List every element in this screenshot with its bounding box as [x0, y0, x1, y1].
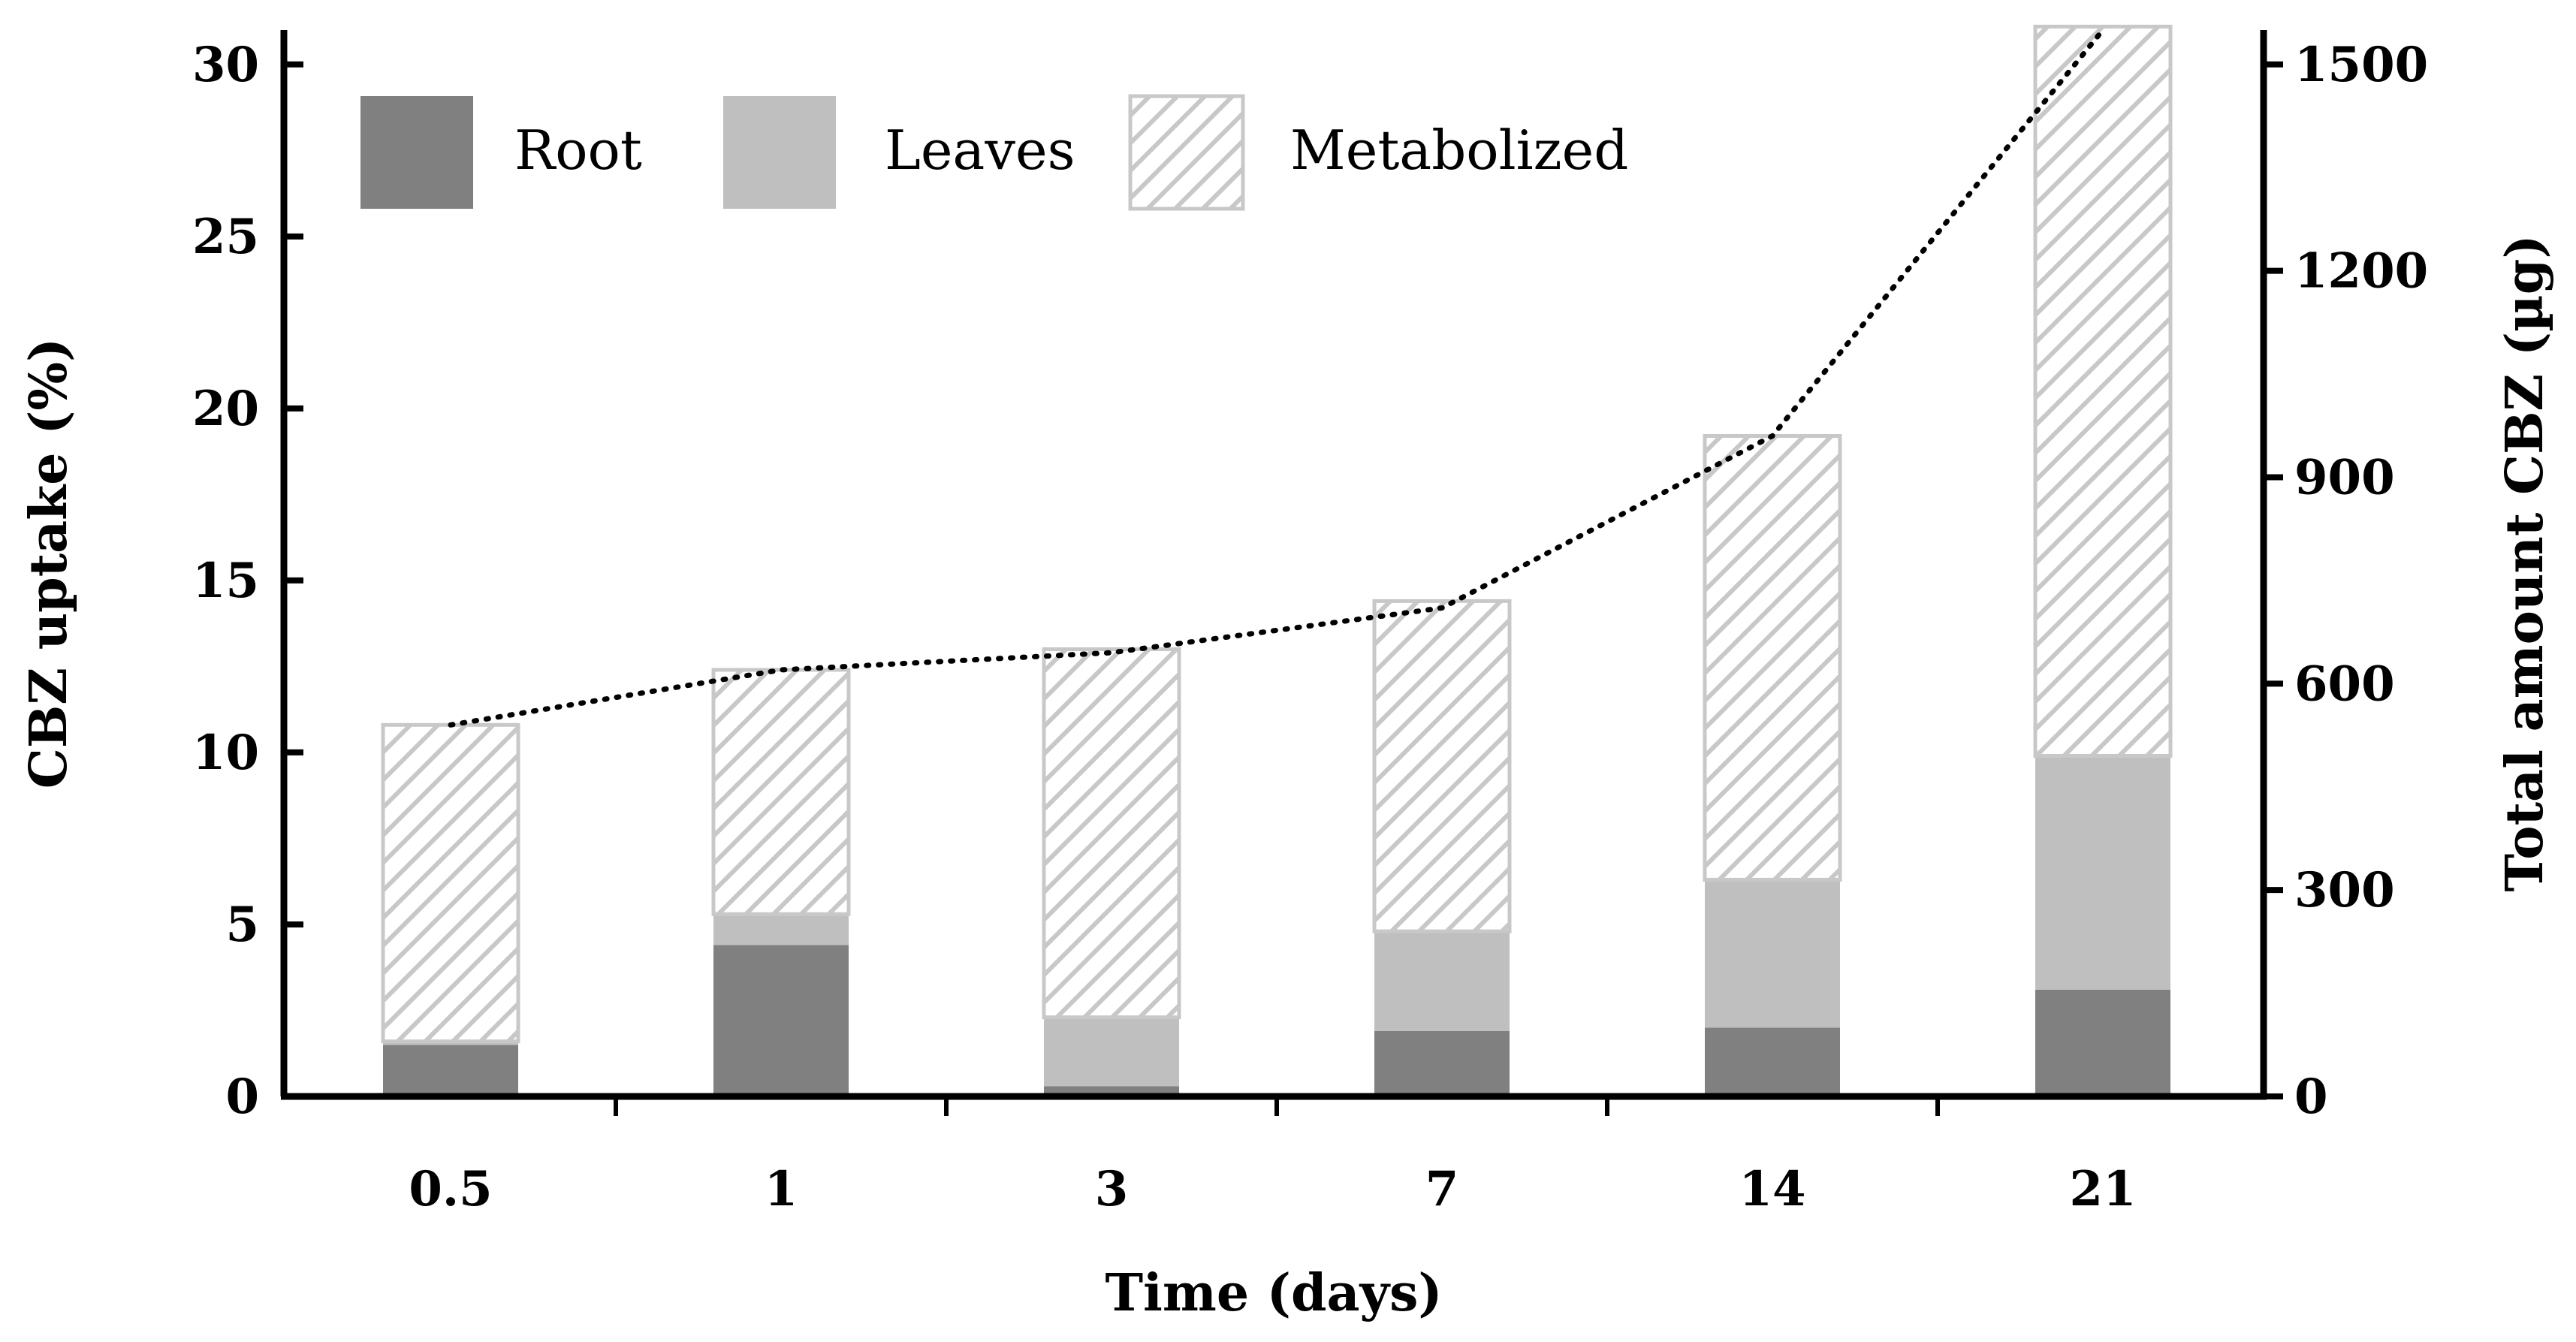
bar-metabolized-21: [2033, 24, 2173, 758]
y2-tick-label: 0: [2294, 1069, 2328, 1125]
x-tick-label: 21: [2069, 1161, 2136, 1217]
total-line-layer: [448, 27, 2106, 728]
y-tick-label: 5: [225, 897, 259, 953]
y-tick-label: 25: [192, 209, 259, 265]
y2-tick-label: 1200: [2294, 243, 2428, 300]
bar-metabolized-0.5: [381, 722, 520, 1044]
right-y-axis-title: Total amount CBZ (µg): [2495, 234, 2555, 891]
legend-swatch-metabolized: [1128, 94, 1245, 211]
bar-root-14: [1705, 1027, 1840, 1096]
total-amount-line: [448, 27, 2106, 728]
bar-root-0.5: [383, 1045, 518, 1096]
y2-tick-label: 900: [2294, 449, 2395, 505]
y2-tick-label: 1500: [2294, 37, 2428, 93]
bar-leaves-14: [1705, 879, 1840, 1028]
bar-leaves-3: [1044, 1017, 1179, 1087]
y-tick-label: 30: [192, 37, 259, 93]
bars-layer: [381, 24, 2173, 1096]
bar-leaves-21: [2035, 755, 2170, 990]
x-tick-label: 0.5: [409, 1161, 492, 1217]
left-y-ticks: 0 5 10 15 20 25 30: [192, 37, 303, 1125]
bar-root-7: [1374, 1030, 1510, 1096]
y-tick-label: 0: [225, 1069, 259, 1125]
bar-metabolized-1: [711, 668, 851, 916]
bar-metabolized-14: [1703, 434, 1842, 882]
left-y-axis-title: CBZ uptake (%): [19, 338, 79, 789]
x-ticks: 0.5 1 3 7 14 21: [409, 1096, 2137, 1217]
bar-metabolized-7: [1372, 599, 1512, 933]
axes: [280, 30, 2267, 1100]
x-axis-title: Time (days): [1105, 1263, 1442, 1323]
y2-tick-label: 300: [2294, 862, 2395, 918]
bar-root-21: [2035, 990, 2170, 1096]
bar-leaves-7: [1374, 931, 1510, 1031]
x-tick-label: 3: [1095, 1161, 1129, 1217]
y2-tick-label: 600: [2294, 656, 2395, 712]
bar-metabolized-3: [1042, 647, 1181, 1020]
x-tick-label: 14: [1739, 1161, 1805, 1217]
x-tick-label: 7: [1425, 1161, 1459, 1217]
y-tick-label: 15: [192, 553, 259, 609]
legend-label-metabolized: Metabolized: [1290, 119, 1628, 182]
legend-swatch-leaves: [723, 96, 836, 209]
right-y-ticks: 0 300 600 900 1200 1500: [2264, 37, 2428, 1125]
bar-leaves-1: [713, 914, 849, 945]
legend-swatch-root: [360, 96, 473, 209]
legend-label-leaves: Leaves: [885, 119, 1075, 182]
legend: Root Leaves Metabolized: [360, 94, 1628, 211]
x-tick-label: 1: [765, 1161, 798, 1217]
y-tick-label: 20: [192, 381, 259, 437]
y-tick-label: 10: [192, 725, 259, 781]
bar-root-1: [713, 945, 849, 1096]
legend-label-root: Root: [514, 119, 642, 182]
